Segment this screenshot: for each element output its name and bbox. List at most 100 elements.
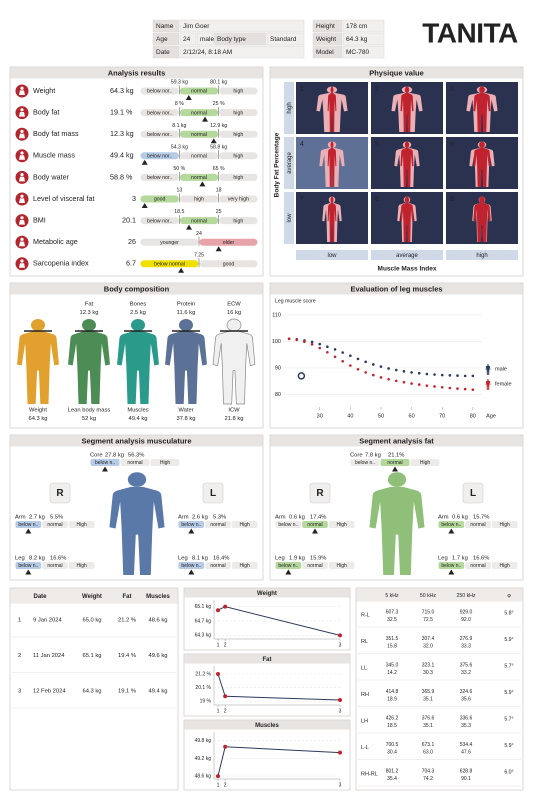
impedance-value: 18.9 (387, 696, 397, 702)
column-header: Weight (82, 594, 102, 600)
x-axis-title: Muscle Mass Index (378, 266, 437, 273)
impedance-label: RL (361, 639, 368, 645)
header-cell (179, 45, 305, 59)
gauge-label: below normal (154, 261, 185, 267)
impedance-phase: 5.8° (504, 610, 513, 616)
header-cell (342, 45, 385, 59)
x-level: average (396, 253, 418, 259)
impedance-value: 929.0 (460, 609, 473, 615)
impedance-value: 15.8 (387, 643, 397, 649)
gauge-segment (68, 562, 95, 569)
physique-muscle (400, 196, 414, 242)
row-value: 19.1 (110, 108, 124, 117)
gauge-segment (150, 459, 180, 466)
impedance-value: 92.0 (461, 617, 471, 623)
y-tick-label: 48.6 kg (195, 773, 212, 779)
x-tick-label: 1 (217, 782, 220, 788)
composition-figure-head (227, 319, 241, 331)
gauge-label: High (500, 522, 511, 528)
gauge-label: normal (210, 522, 225, 528)
gauge-label: normal (191, 175, 207, 181)
part-pct: 5.3% (213, 515, 226, 521)
history-date: 12 Feb 2024 (33, 689, 66, 695)
data-point (387, 378, 390, 381)
gauge-segment (179, 130, 219, 138)
gauge-label: good (154, 197, 166, 203)
physique-muscle-head (479, 196, 485, 204)
impedance-value: 323.1 (422, 662, 435, 668)
physique-muscle-body (400, 203, 414, 242)
value-marker (210, 138, 217, 144)
gauge-tick-label: 7.25 (194, 252, 204, 258)
gauge-segment (302, 562, 328, 569)
gauge-tick-label: 24 (196, 231, 202, 237)
composition-value: 64.3 kg (28, 416, 47, 422)
part-pct: 17.4% (310, 515, 326, 521)
gauge-segment (410, 459, 440, 466)
gauge-segment (491, 562, 518, 569)
segment-figure-body (369, 486, 425, 575)
physique-muscle-body (400, 93, 414, 132)
logo: TANITA (422, 17, 518, 48)
data-point (287, 337, 291, 341)
gauge-segment (328, 521, 355, 528)
gauge-segment (438, 521, 465, 528)
data-point (394, 379, 398, 383)
leg-muscles-panel (269, 282, 524, 429)
gauge-label: below n.. (95, 460, 115, 466)
impedance-phase: 5.7° (504, 716, 513, 722)
y-axis-title: Body Fat Percentage (274, 132, 281, 197)
part-label: Arm (275, 515, 286, 521)
gauge-segment (438, 562, 465, 569)
gauge-label: below nor.. (147, 110, 172, 116)
row-value: 58.8 (110, 172, 124, 181)
gauge-segment (219, 152, 258, 160)
column-header: Date (33, 594, 47, 600)
data-point (394, 368, 398, 372)
physique-muscle (473, 196, 491, 242)
gauge-segment (140, 152, 179, 160)
row-icon-body (19, 90, 25, 95)
x-tick-label: 40 (347, 413, 353, 419)
data-point (349, 354, 352, 358)
impedance-value: 715.0 (422, 609, 435, 615)
impedance-header (356, 588, 523, 602)
part-pct: 16.6% (50, 556, 66, 562)
row-unit: kg (126, 86, 134, 95)
impedance-value: 534.4 (460, 742, 473, 748)
gauge-tick-label: 18.5 (174, 209, 184, 215)
legend-label: male (495, 366, 507, 372)
trend-title: Fat (263, 657, 272, 663)
data-point (448, 374, 452, 377)
part-label: Leg (15, 556, 25, 562)
x-tick-label: 3 (339, 642, 342, 648)
composition-value: 2.5 kg (130, 310, 146, 316)
row-icon-head (20, 173, 24, 177)
value-marker (186, 224, 193, 230)
data-point (463, 387, 467, 391)
composition-figure-head (179, 319, 193, 332)
impedance-phase: 5.9° (504, 637, 513, 643)
gauge-segment (140, 173, 179, 181)
history-value: 19.1 % (118, 689, 136, 695)
data-point (364, 371, 367, 374)
panel-header (184, 654, 350, 664)
part-mass: 1.9 kg (289, 556, 305, 562)
gauge-tick-label: 12.9 kg (210, 123, 227, 129)
gauge-label: normal (191, 218, 207, 224)
trend-point (338, 698, 342, 703)
physique-muscle-head (404, 196, 410, 204)
gauge-label: below n.. (441, 522, 461, 528)
gauge-segment (15, 562, 42, 569)
history-date: 2 (18, 653, 21, 659)
history-value: 65.0 kg (82, 618, 101, 624)
legend-icon-body (485, 365, 491, 375)
y-tick-label: 65.1 kg (195, 604, 212, 610)
impedance-value: 351.5 (386, 636, 399, 642)
gauge-segment (219, 217, 258, 225)
side-box (462, 482, 484, 504)
composition-figure-body (213, 331, 255, 404)
gauge-segment (140, 217, 179, 225)
row-unit: kg (126, 151, 134, 160)
gauge-tick-label: 54.3 kg (171, 144, 188, 150)
